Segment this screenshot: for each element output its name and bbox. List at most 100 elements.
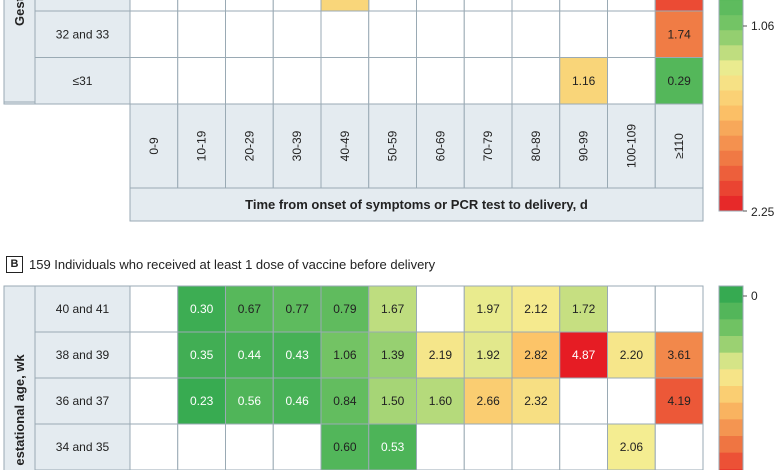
heatmap-cell: [416, 331, 465, 379]
row-label: 38 and 39: [56, 348, 110, 362]
panel-a: 32 and 33 1.74 ≤31 1.16 0.29 Gest 0-9 10-19 20-2…: [3, 0, 775, 222]
empty-cell: [129, 331, 179, 379]
heatmap-cell: [225, 377, 274, 425]
empty-cell: [225, 423, 274, 470]
row-label: 36 and 37: [56, 394, 110, 408]
tick-cell: [463, 103, 513, 189]
heatmap-cell: [177, 331, 226, 379]
empty-cell: [559, 10, 608, 58]
empty-cell: [320, 57, 370, 105]
heatmap-cell: [272, 377, 322, 425]
colorbar-segment: [719, 302, 743, 320]
empty-cell: [463, 10, 513, 58]
row-label: 34 and 35: [56, 440, 110, 454]
row-label: 32 and 33: [56, 27, 110, 41]
colorbar-segment: [719, 165, 743, 182]
colorbar-segment: [719, 436, 743, 454]
x-tick-label: ≥110: [672, 133, 686, 159]
empty-cell: [272, 10, 322, 58]
axis-label-strip: [3, 0, 36, 103]
tick-cell: [225, 103, 274, 189]
colorbar-segment: [719, 402, 743, 420]
heatmap-cell: [368, 423, 417, 470]
cell-value-label: 1.67: [381, 302, 405, 316]
empty-cell: [654, 285, 704, 333]
cell-value-label: 0.67: [238, 302, 262, 316]
empty-cell: [607, 285, 656, 333]
colorbar-segment: [719, 60, 743, 76]
cell-value-label: 1.39: [381, 348, 405, 362]
empty-cell: [511, 423, 561, 470]
cell-value-label: 2.06: [620, 440, 644, 454]
empty-cell: [177, 0, 226, 12]
empty-cell: [511, 0, 561, 12]
empty-cell: [272, 57, 322, 105]
cell-value-label: 0.43: [285, 348, 309, 362]
heatmap-cell: [225, 285, 274, 333]
y-axis-label: Gest: [12, 0, 27, 26]
x-tick-label: 100-109: [624, 124, 638, 168]
cell-value-label: 2.66: [476, 394, 500, 408]
heatmap-cell: [320, 331, 370, 379]
colorbar-segment: [719, 286, 743, 304]
colorbar-segment: [719, 452, 743, 470]
cell-value-label: 0.84: [333, 394, 357, 408]
x-tick-label: 50-59: [386, 130, 400, 161]
empty-cell: [225, 10, 274, 58]
empty-cell: [607, 10, 656, 58]
empty-cell: [177, 57, 226, 105]
colorbar-frame-b: [718, 285, 744, 470]
empty-cell: [129, 57, 179, 105]
empty-cell: [129, 377, 179, 425]
cell-value-label: 1.50: [381, 394, 405, 408]
tick-cell: [320, 103, 370, 189]
colorbar-segment: [719, 150, 743, 167]
empty-cell: [129, 285, 179, 333]
empty-cell: [559, 0, 608, 12]
panel-b-letter: B: [6, 255, 23, 273]
empty-cell: [272, 423, 322, 470]
x-axis-label: Time from onset of symptoms or PCR test …: [245, 197, 588, 212]
cell-value-label: 0.79: [333, 302, 357, 316]
cell-value-label: 1.06: [333, 348, 357, 362]
tick-cell: [559, 103, 608, 189]
cell-value-label: 1.72: [572, 302, 596, 316]
empty-cell: [272, 0, 322, 12]
cell-value-label: 0.30: [190, 302, 214, 316]
heatmap-cell: [463, 331, 513, 379]
empty-cell: [129, 10, 179, 58]
empty-cell: [607, 0, 656, 12]
heatmap-cell: [607, 331, 656, 379]
colorbar-segment: [719, 180, 743, 197]
cell-value-label: 2.82: [524, 348, 548, 362]
x-tick-label: 60-69: [433, 130, 447, 161]
cell-value-label: 1.60: [429, 394, 453, 408]
x-tick-label: 90-99: [577, 130, 591, 161]
cell-value-label: 2.20: [620, 348, 644, 362]
colorbar-tick-label: 0: [751, 289, 758, 303]
colorbar-frame-a: [718, 0, 744, 212]
empty-cell: [368, 10, 417, 58]
empty-cell: [416, 0, 465, 12]
colorbar-segment: [719, 386, 743, 404]
colorbar-segment: [719, 135, 743, 152]
heatmap-cell: [225, 331, 274, 379]
colorbar-tick-label: 2.25: [751, 205, 775, 219]
colorbar-segment: [719, 30, 743, 46]
cell-value-label: 0.29: [667, 74, 691, 88]
panel-b-title: 159 Individuals who received at least 1 …: [29, 256, 436, 272]
tick-cell: [416, 103, 465, 189]
empty-cell: [654, 423, 704, 470]
cell-value-label: 1.16: [572, 74, 596, 88]
empty-cell: [320, 10, 370, 58]
empty-cell: [416, 285, 465, 333]
row-label-cell: [34, 0, 131, 12]
heatmap-cell: [511, 377, 561, 425]
tick-cell: [607, 103, 656, 189]
heatmap-cell: [320, 423, 370, 470]
colorbar-segment: [719, 120, 743, 137]
row-label: ≤31: [73, 74, 93, 88]
heatmap-cell: [368, 285, 417, 333]
heatmap-cell: [654, 57, 704, 105]
